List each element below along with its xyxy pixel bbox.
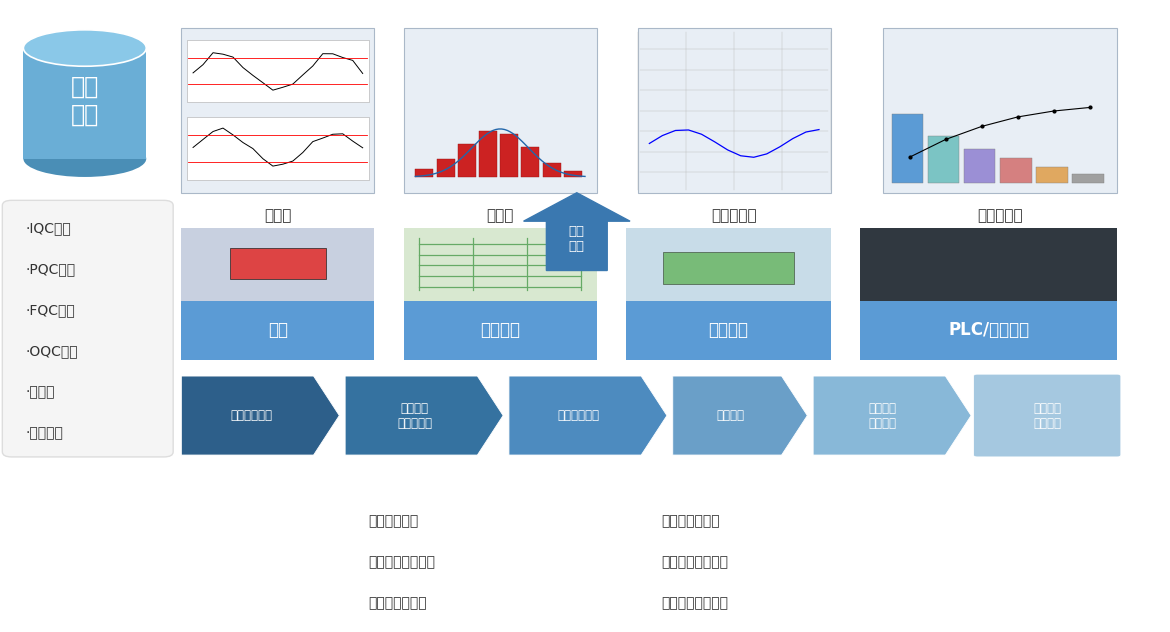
FancyBboxPatch shape bbox=[23, 48, 146, 159]
Text: 自定义控制点: 自定义控制点 bbox=[369, 514, 419, 528]
Bar bbox=[662, 252, 793, 284]
Text: ·FQC检验: ·FQC检验 bbox=[26, 303, 76, 317]
FancyArrow shape bbox=[673, 376, 807, 455]
Text: ·PQC检验: ·PQC检验 bbox=[26, 262, 76, 276]
Bar bbox=[479, 131, 497, 177]
FancyBboxPatch shape bbox=[181, 28, 374, 193]
Bar bbox=[543, 163, 560, 177]
FancyBboxPatch shape bbox=[404, 28, 597, 193]
Text: 文件导入: 文件导入 bbox=[480, 322, 521, 339]
Ellipse shape bbox=[23, 140, 146, 177]
Text: 自定义判异准则: 自定义判异准则 bbox=[661, 514, 720, 528]
Text: ·OQC检验: ·OQC检验 bbox=[26, 344, 78, 358]
FancyArrow shape bbox=[813, 376, 971, 455]
Bar bbox=[415, 169, 433, 177]
Bar bbox=[928, 136, 959, 183]
Ellipse shape bbox=[23, 30, 146, 66]
Bar bbox=[999, 158, 1032, 183]
Text: 柏拉图分析: 柏拉图分析 bbox=[978, 209, 1023, 224]
Bar bbox=[522, 147, 539, 177]
Text: 检验记录
统计图表: 检验记录 统计图表 bbox=[869, 401, 896, 430]
Text: ·试生产: ·试生产 bbox=[26, 386, 55, 399]
FancyBboxPatch shape bbox=[187, 40, 369, 102]
Bar bbox=[229, 248, 326, 279]
FancyBboxPatch shape bbox=[973, 374, 1121, 457]
Bar bbox=[436, 159, 455, 177]
Text: 异常处理: 异常处理 bbox=[717, 409, 744, 422]
Text: 基本资料维护: 基本资料维护 bbox=[230, 409, 271, 422]
Text: ·成品试验: ·成品试验 bbox=[26, 427, 63, 441]
Text: 通讯接口: 通讯接口 bbox=[708, 322, 749, 339]
Bar bbox=[564, 171, 581, 177]
FancyBboxPatch shape bbox=[2, 200, 173, 457]
FancyBboxPatch shape bbox=[404, 228, 597, 301]
Text: 品管项目
与规格维护: 品管项目 与规格维护 bbox=[398, 401, 432, 430]
Text: PLC/系统集成: PLC/系统集成 bbox=[948, 322, 1030, 339]
Text: ·IQC检验: ·IQC检验 bbox=[26, 221, 71, 235]
Text: 实现直方图等分析: 实现直方图等分析 bbox=[661, 556, 728, 569]
Text: 品质检验作业: 品质检验作业 bbox=[558, 409, 599, 422]
FancyBboxPatch shape bbox=[626, 301, 831, 360]
FancyBboxPatch shape bbox=[404, 301, 597, 360]
FancyBboxPatch shape bbox=[187, 117, 369, 179]
FancyBboxPatch shape bbox=[860, 228, 1117, 301]
Text: 良率控制图: 良率控制图 bbox=[711, 209, 757, 224]
FancyArrow shape bbox=[524, 193, 629, 270]
FancyArrow shape bbox=[509, 376, 667, 455]
Text: 数据
导入: 数据 导入 bbox=[569, 226, 585, 253]
FancyBboxPatch shape bbox=[638, 28, 831, 193]
FancyBboxPatch shape bbox=[181, 301, 374, 360]
Bar bbox=[501, 134, 518, 177]
Text: 异常自动通知处理: 异常自动通知处理 bbox=[661, 597, 728, 611]
Text: 人工: 人工 bbox=[268, 322, 288, 339]
Bar bbox=[1035, 167, 1067, 183]
Text: 直方图: 直方图 bbox=[487, 209, 514, 224]
Text: 控制图: 控制图 bbox=[264, 209, 291, 224]
Text: 自定义监控方案: 自定义监控方案 bbox=[369, 597, 427, 611]
FancyBboxPatch shape bbox=[181, 228, 374, 301]
Text: 检验记录
品质报表: 检验记录 品质报表 bbox=[1033, 401, 1061, 430]
FancyBboxPatch shape bbox=[626, 228, 831, 301]
FancyBboxPatch shape bbox=[883, 28, 1117, 193]
Text: 数据采集方式定义: 数据采集方式定义 bbox=[369, 556, 435, 569]
FancyArrow shape bbox=[181, 376, 339, 455]
FancyBboxPatch shape bbox=[860, 301, 1117, 360]
Text: 数据
仓库: 数据 仓库 bbox=[70, 75, 99, 127]
FancyArrow shape bbox=[345, 376, 503, 455]
Bar bbox=[964, 149, 996, 183]
Bar bbox=[1072, 174, 1103, 183]
Bar bbox=[457, 144, 476, 177]
Bar bbox=[892, 114, 923, 183]
